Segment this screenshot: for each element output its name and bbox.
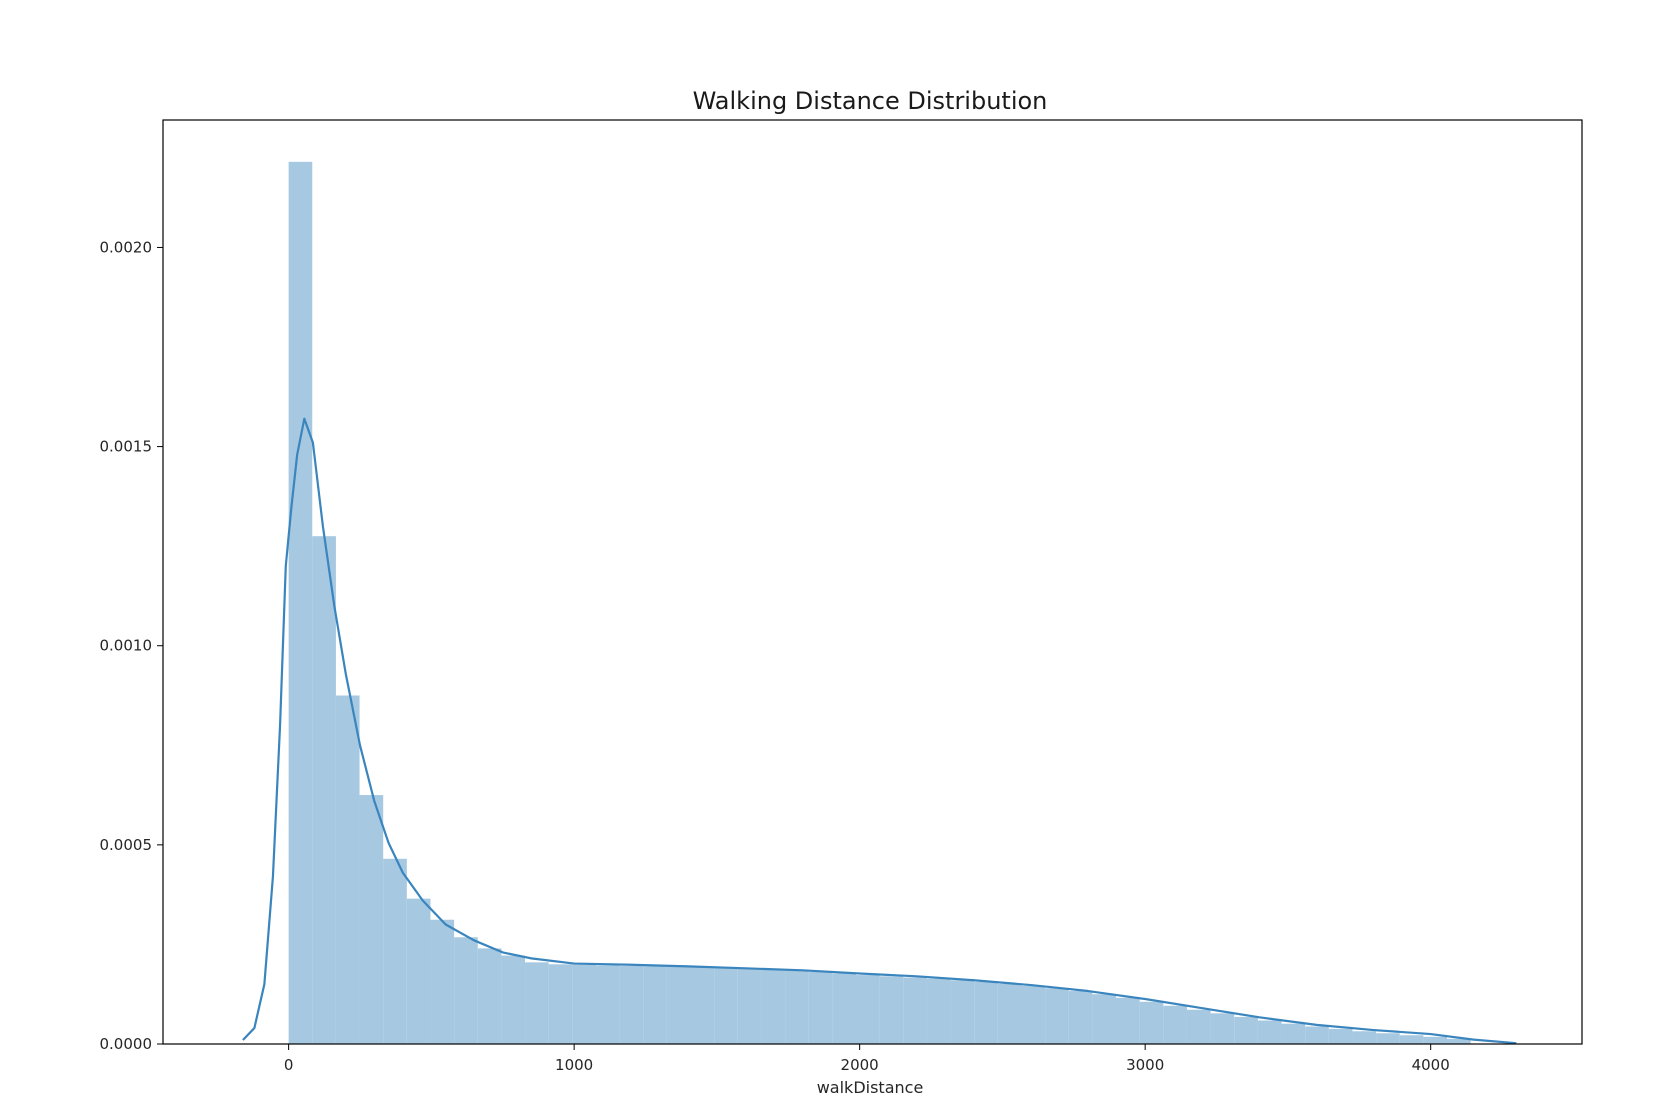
histogram-bar xyxy=(548,964,573,1044)
histogram-bar xyxy=(1305,1026,1329,1044)
histogram-bars xyxy=(288,161,1471,1044)
histogram-bar xyxy=(1281,1023,1306,1044)
histogram-bar xyxy=(1328,1028,1353,1044)
histogram-bar xyxy=(1045,988,1069,1044)
histogram-bar xyxy=(1116,997,1140,1044)
kde-line xyxy=(242,417,1517,1045)
histogram-bar xyxy=(1257,1020,1282,1044)
histogram-bar xyxy=(785,970,809,1044)
histogram-bar xyxy=(643,966,667,1044)
histogram-bar xyxy=(1352,1031,1377,1044)
histogram-bar xyxy=(856,975,880,1044)
histogram-bar xyxy=(595,965,620,1044)
histogram-bar xyxy=(737,968,762,1044)
histogram-bar xyxy=(454,937,478,1044)
histogram-bar xyxy=(359,795,384,1044)
histogram-bar xyxy=(1423,1036,1448,1044)
histogram-bar xyxy=(335,695,360,1044)
histogram-bar xyxy=(477,948,502,1044)
x-tick-label: 0 xyxy=(284,1056,294,1074)
y-tick-label: 0.0005 xyxy=(100,836,153,854)
histogram-bar xyxy=(1186,1009,1211,1044)
histogram-bar xyxy=(690,967,715,1044)
histogram-bar xyxy=(288,161,313,1044)
histogram-bar xyxy=(430,919,455,1044)
histogram-bar xyxy=(1210,1013,1235,1044)
histogram-bar xyxy=(903,977,927,1044)
histogram-bar xyxy=(1021,985,1046,1044)
histogram-bar xyxy=(761,969,786,1044)
histogram-bar xyxy=(1376,1033,1400,1044)
axes: 0 1000 2000 3000 4000 0.0000 0.0005 0.0010 0.001… xyxy=(100,119,1583,1074)
histogram-bar xyxy=(950,980,975,1044)
histogram-bar xyxy=(619,965,644,1044)
histogram-bar xyxy=(1163,1005,1187,1044)
histogram-bar xyxy=(926,978,951,1044)
histogram-bar xyxy=(1399,1035,1424,1044)
histogram-bar xyxy=(666,966,691,1044)
histogram-bar xyxy=(832,973,856,1044)
x-axis-label: walkDistance xyxy=(817,1078,924,1097)
x-tick-label: 4000 xyxy=(1412,1056,1450,1074)
histogram-bar xyxy=(879,976,904,1044)
histogram-bar xyxy=(1447,1038,1471,1044)
x-tick-label: 2000 xyxy=(841,1056,879,1074)
histogram-bar xyxy=(406,898,431,1044)
histogram-bar xyxy=(501,955,526,1044)
kde-curve-layer xyxy=(242,417,1517,1045)
histogram-bar xyxy=(997,983,1022,1044)
histogram-bar xyxy=(974,981,998,1044)
x-tick-label: 1000 xyxy=(555,1056,593,1074)
histogram-bar xyxy=(525,962,549,1044)
y-tick-label: 0.0010 xyxy=(100,637,153,655)
histogram-bar xyxy=(572,964,596,1044)
histogram-bar xyxy=(1234,1016,1258,1044)
y-tick-label: 0.0015 xyxy=(100,438,153,456)
histogram-bar xyxy=(808,971,833,1044)
chart-title: Walking Distance Distribution xyxy=(693,87,1048,115)
histogram-bar xyxy=(1068,991,1093,1044)
histogram-bar xyxy=(1092,994,1117,1044)
histogram-bar xyxy=(714,967,738,1044)
histogram-bar xyxy=(1139,1001,1164,1044)
y-tick-label: 0.0000 xyxy=(100,1035,153,1053)
y-tick-label: 0.0020 xyxy=(100,238,153,256)
plot-frame xyxy=(162,119,1583,1045)
histogram-bar xyxy=(383,858,407,1044)
x-tick-label: 3000 xyxy=(1126,1056,1164,1074)
histogram-bar xyxy=(312,536,336,1044)
